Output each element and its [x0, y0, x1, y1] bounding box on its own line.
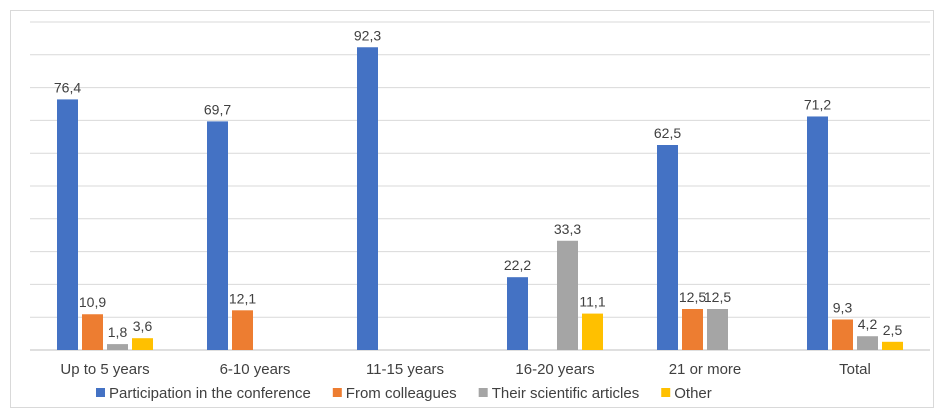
- legend-label: Participation in the conference: [109, 385, 311, 402]
- legend-label: Other: [674, 385, 712, 402]
- x-tick-label: 11-15 years: [366, 361, 444, 378]
- data-label: 12,5: [679, 289, 706, 305]
- bar: [682, 309, 703, 350]
- data-label: 1,8: [108, 324, 128, 340]
- x-tick-label: 6-10 years: [220, 361, 291, 378]
- bar: [657, 145, 678, 350]
- bar: [357, 47, 378, 350]
- gridlines: [30, 21, 930, 351]
- data-label: 76,4: [54, 79, 81, 95]
- legend-swatch: [661, 388, 671, 397]
- bar: [507, 277, 528, 350]
- bar: [57, 99, 78, 351]
- x-tick-label: 21 or more: [669, 361, 742, 378]
- data-label: 12,5: [704, 289, 731, 305]
- bar: [232, 310, 253, 350]
- bar: [707, 309, 728, 350]
- data-label: 69,7: [204, 101, 231, 117]
- legend-label: Their scientific articles: [492, 385, 640, 402]
- legend-swatch: [96, 388, 105, 397]
- data-label: 9,3: [833, 299, 853, 315]
- bar: [132, 338, 153, 350]
- data-label: 11,1: [579, 294, 605, 310]
- data-label: 33,3: [554, 221, 581, 237]
- data-label: 22,2: [504, 257, 531, 273]
- chart-frame: [10, 10, 934, 408]
- legend-swatch: [332, 388, 342, 397]
- data-label: 3,6: [133, 318, 153, 334]
- data-label: 2,5: [883, 322, 903, 338]
- data-label: 71,2: [804, 96, 831, 112]
- x-tick-label: Total: [839, 361, 871, 378]
- bar: [832, 319, 853, 350]
- bar: [82, 314, 103, 350]
- bar: [107, 344, 128, 350]
- legend-swatch: [478, 388, 488, 397]
- bars: [57, 47, 903, 351]
- bar: [882, 341, 903, 350]
- bar: [857, 336, 878, 350]
- bar: [582, 313, 603, 350]
- data-label: 62,5: [654, 125, 681, 141]
- x-tick-label: 16-20 years: [515, 361, 594, 378]
- data-label: 12,1: [229, 290, 256, 306]
- data-label: 92,3: [354, 27, 381, 43]
- data-label: 10,9: [79, 294, 106, 310]
- data-labels: 76,4 10,91,8 3,6 69,7 12,1 92,3 22,2 33,3 11,1 62…: [54, 27, 903, 340]
- legend: Participation in the conference From coll…: [96, 385, 712, 402]
- bar: [807, 116, 828, 351]
- x-tick-label: Up to 5 years: [60, 361, 149, 378]
- bar: [557, 240, 578, 350]
- legend-label: From colleagues: [346, 385, 457, 402]
- bar: [207, 121, 228, 350]
- x-axis-tick-labels: Up to 5 years 6-10 years 11-15 years 16-20 …: [60, 361, 870, 378]
- data-label: 4,2: [858, 316, 878, 332]
